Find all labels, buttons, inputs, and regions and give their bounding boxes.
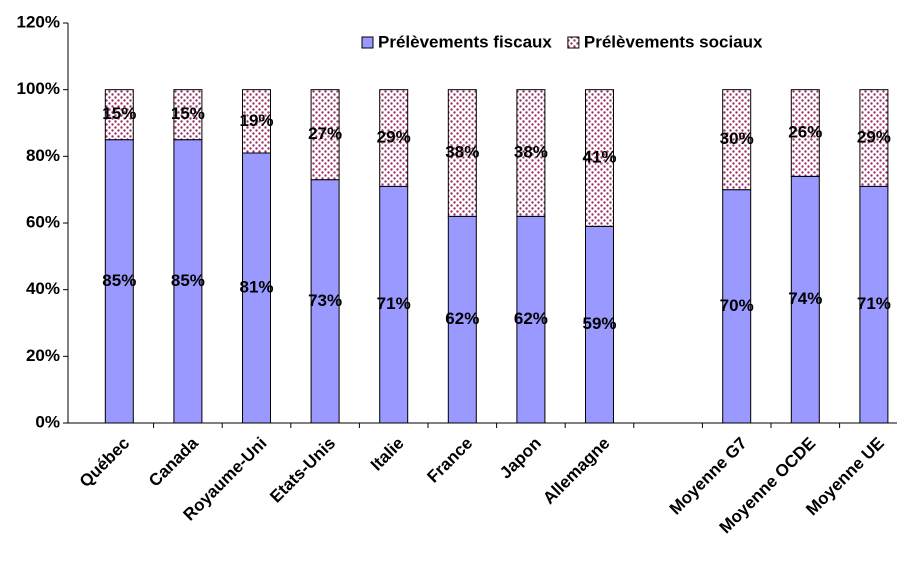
data-label: 15% bbox=[102, 104, 136, 123]
data-label: 74% bbox=[788, 289, 822, 308]
x-tick-label: Allemagne bbox=[539, 434, 613, 508]
legend-label: Prélèvements sociaux bbox=[584, 32, 763, 51]
bar-segment bbox=[379, 89, 409, 187]
data-label: 41% bbox=[582, 147, 616, 166]
data-label: 30% bbox=[720, 129, 754, 148]
data-label: 70% bbox=[720, 296, 754, 315]
data-label: 81% bbox=[239, 277, 273, 296]
data-label: 15% bbox=[171, 104, 205, 123]
data-label: 38% bbox=[514, 142, 548, 161]
bar-segment bbox=[310, 89, 340, 181]
bar-segment bbox=[516, 215, 546, 424]
bar-segment bbox=[242, 89, 271, 154]
legend-label: Prélèvements fiscaux bbox=[378, 32, 552, 51]
y-tick-label: 80% bbox=[26, 146, 60, 165]
bar-segment bbox=[379, 185, 409, 424]
data-label: 62% bbox=[445, 309, 479, 328]
legend-swatch bbox=[361, 36, 374, 49]
data-label: 71% bbox=[857, 294, 891, 313]
data-label: 85% bbox=[102, 271, 136, 290]
bar-segment bbox=[173, 139, 203, 424]
y-tick-label: 100% bbox=[17, 79, 60, 98]
y-tick-label: 0% bbox=[35, 412, 60, 431]
x-tick-label: Japon bbox=[496, 434, 545, 483]
bar-segment bbox=[859, 89, 889, 187]
y-tick-label: 20% bbox=[26, 346, 60, 365]
y-tick-label: 40% bbox=[26, 279, 60, 298]
x-tick-label: Etats-Unis bbox=[266, 434, 339, 507]
data-label: 29% bbox=[857, 127, 891, 146]
data-label: 71% bbox=[377, 294, 411, 313]
bar-segment bbox=[447, 215, 477, 424]
bar-segment bbox=[722, 89, 752, 191]
bar-segment bbox=[242, 152, 271, 424]
bar-segment bbox=[585, 225, 614, 424]
data-label: 29% bbox=[377, 127, 411, 146]
data-label: 19% bbox=[239, 111, 273, 130]
data-label: 38% bbox=[445, 142, 479, 161]
bar-segment bbox=[790, 89, 820, 177]
x-tick-label: Canada bbox=[145, 433, 202, 490]
data-label: 62% bbox=[514, 309, 548, 328]
bar-segment bbox=[104, 89, 134, 141]
data-label: 59% bbox=[582, 314, 616, 333]
bar-segment bbox=[447, 89, 477, 217]
bar-segment bbox=[516, 89, 546, 217]
y-tick-label: 60% bbox=[26, 212, 60, 231]
data-label: 73% bbox=[308, 291, 342, 310]
legend-swatch bbox=[567, 36, 580, 49]
data-label: 27% bbox=[308, 124, 342, 143]
y-tick-label: 120% bbox=[17, 12, 60, 31]
data-label: 26% bbox=[788, 122, 822, 141]
data-label: 85% bbox=[171, 271, 205, 290]
bar-segment bbox=[585, 89, 614, 227]
x-tick-label: Italie bbox=[367, 434, 408, 475]
bar-segment bbox=[173, 89, 203, 141]
x-tick-label: France bbox=[423, 434, 476, 487]
x-tick-label: Québec bbox=[76, 434, 134, 492]
